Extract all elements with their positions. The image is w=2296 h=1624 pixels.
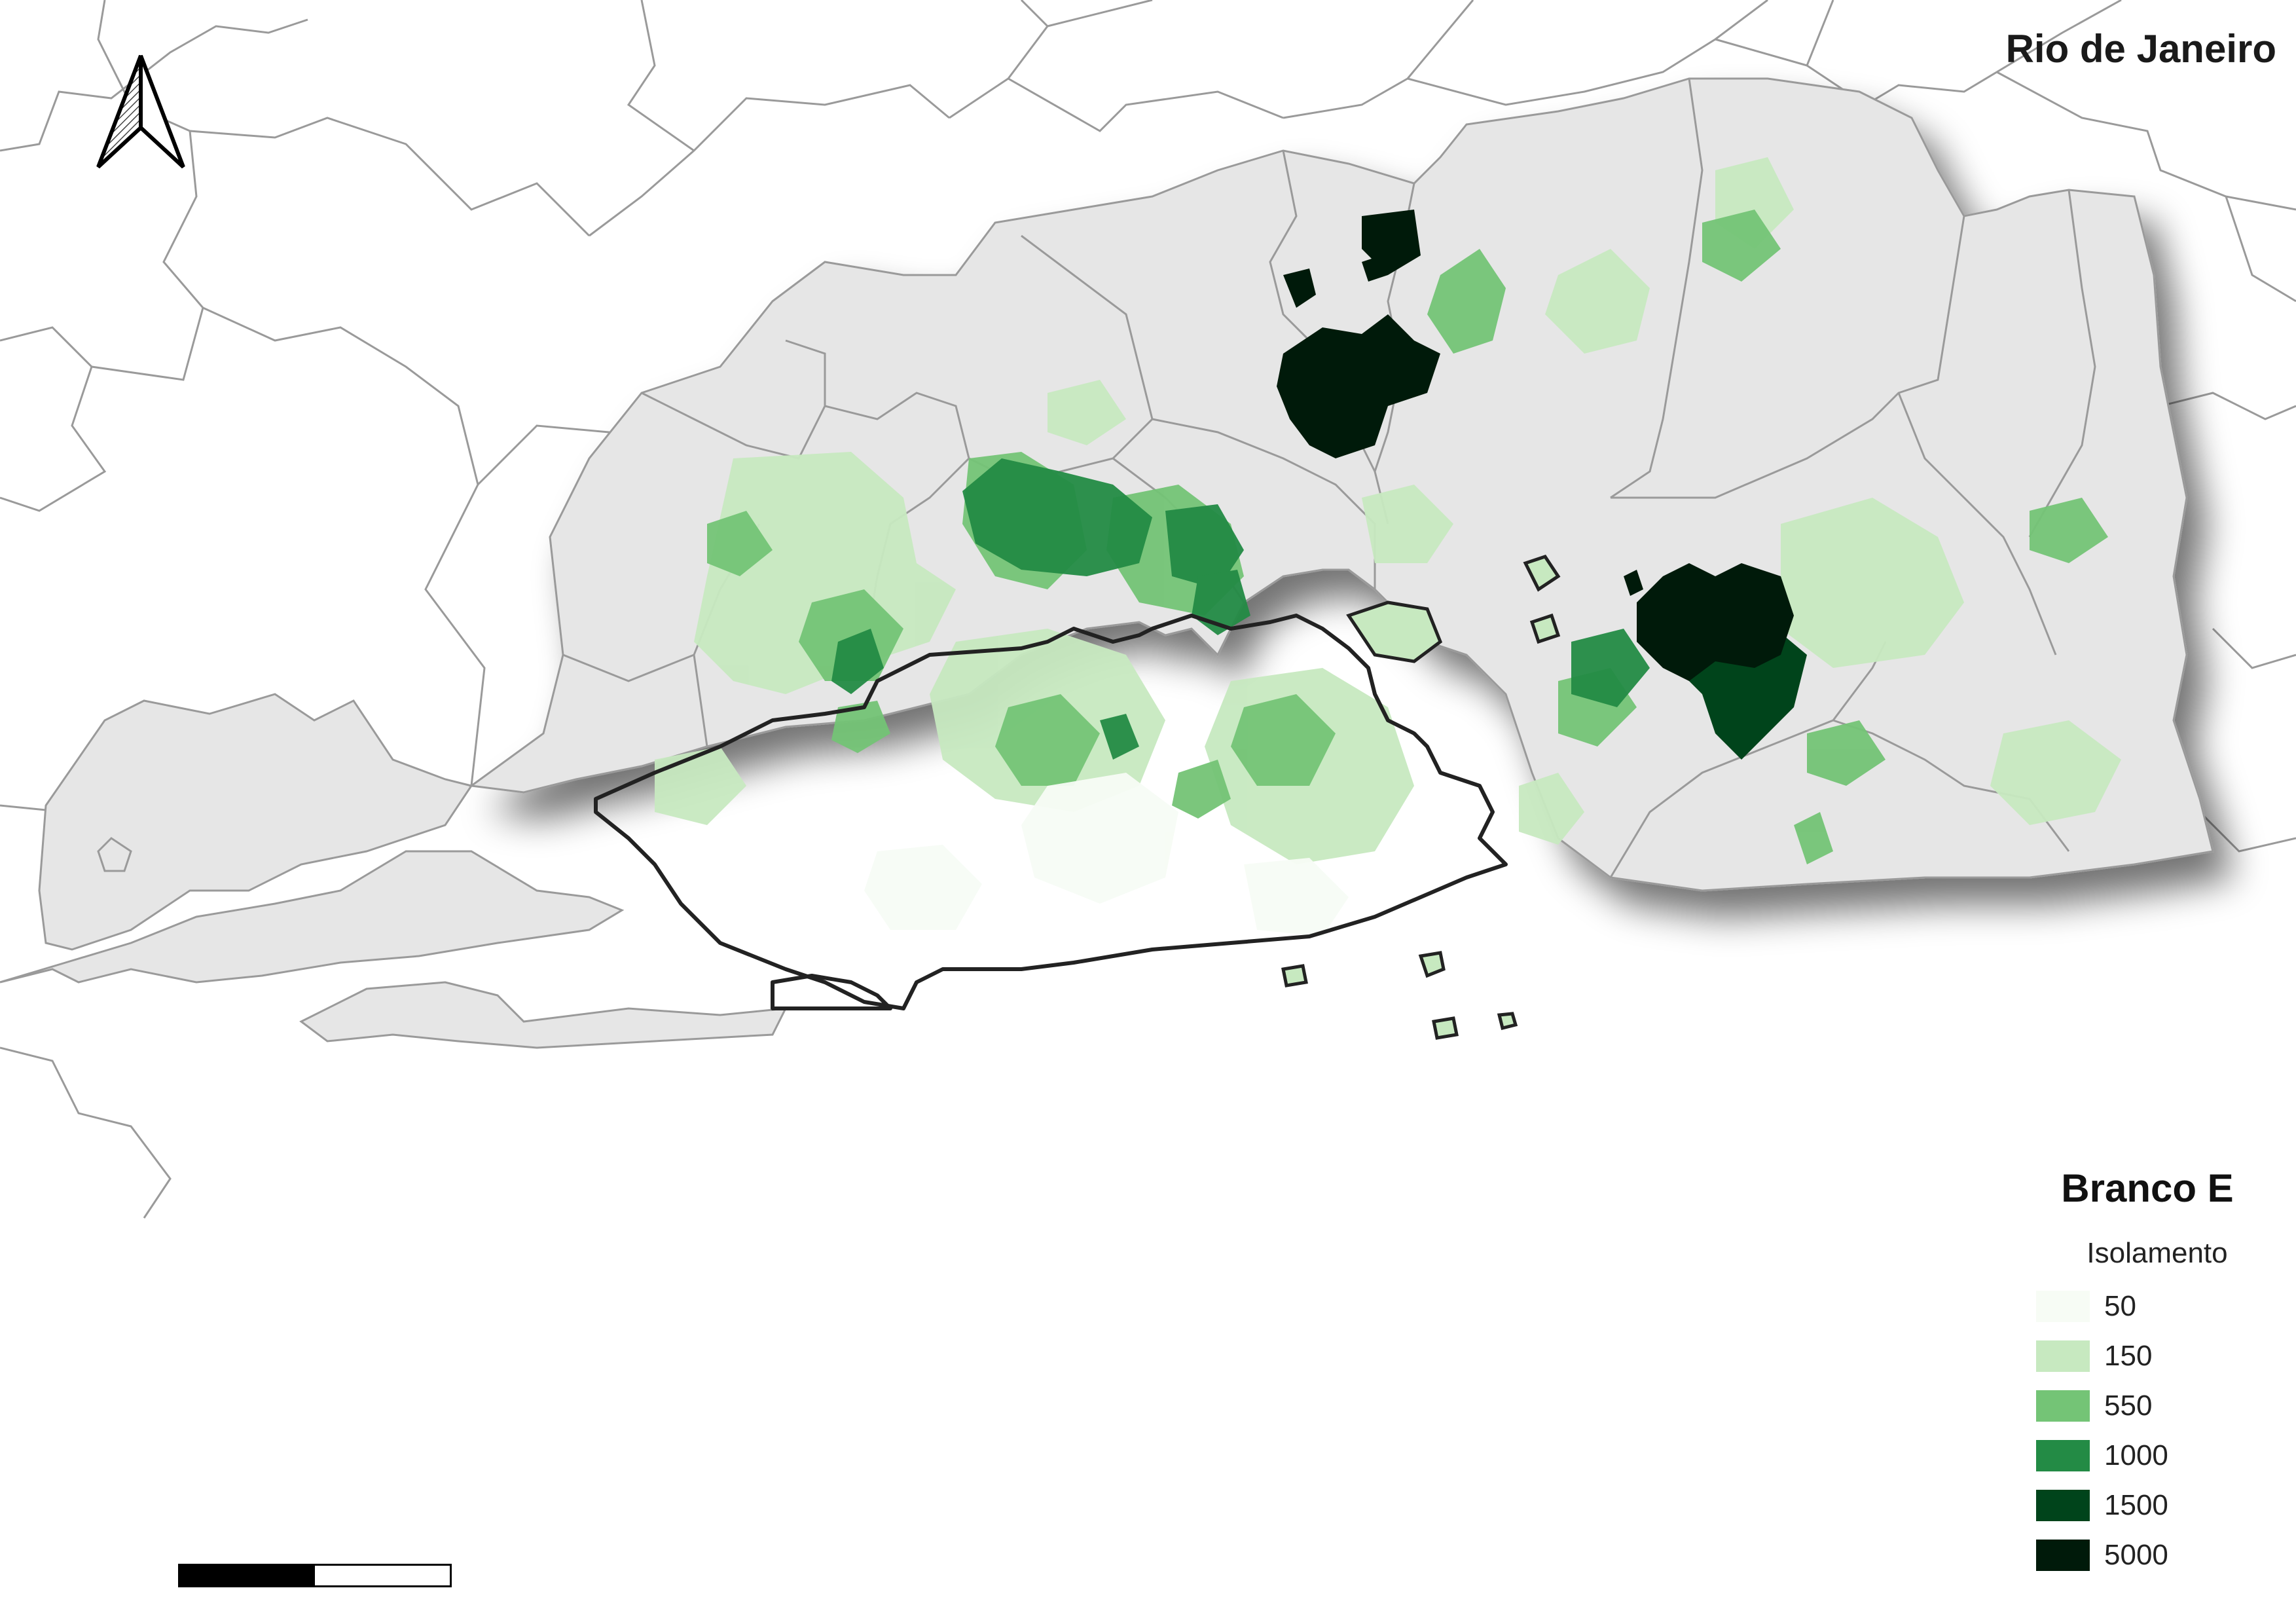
legend-label: 1000 xyxy=(2104,1439,2168,1471)
legend-title: Branco E xyxy=(2061,1166,2234,1210)
legend-item: 1500 xyxy=(2016,1481,2278,1530)
legend-swatch xyxy=(2036,1540,2090,1571)
scale-bar-black xyxy=(180,1566,315,1585)
bay-islands xyxy=(1281,555,1561,1040)
legend-subtitle: Isolamento xyxy=(2086,1237,2228,1269)
scale-bar xyxy=(178,1564,452,1587)
north-arrow-icon xyxy=(96,54,185,169)
legend-swatch xyxy=(2036,1440,2090,1471)
legend: Branco E Isolamento 50 150 550 1000 1500 5000 xyxy=(2016,1166,2278,1580)
legend-item: 150 xyxy=(2016,1331,2278,1381)
legend-item: 1000 xyxy=(2016,1431,2278,1481)
legend-item: 50 xyxy=(2016,1282,2278,1331)
isolation-class-5000 xyxy=(1277,210,1794,681)
western-coast-land xyxy=(0,693,788,1049)
outer-municipal-borders xyxy=(0,0,2296,1219)
legend-label: 1500 xyxy=(2104,1489,2168,1521)
legend-item: 550 xyxy=(2016,1381,2278,1431)
legend-label: 5000 xyxy=(2104,1539,2168,1571)
isolation-class-50 xyxy=(864,773,1349,936)
legend-label: 550 xyxy=(2104,1390,2153,1422)
legend-swatch xyxy=(2036,1340,2090,1372)
legend-swatch xyxy=(2036,1390,2090,1422)
map-title: Rio de Janeiro xyxy=(2005,27,2276,71)
scale-bar-white xyxy=(315,1566,450,1585)
legend-label: 150 xyxy=(2104,1340,2153,1372)
rio-city-outline xyxy=(594,614,1508,1010)
legend-item: 5000 xyxy=(2016,1530,2278,1580)
legend-swatch xyxy=(2036,1490,2090,1521)
legend-swatch xyxy=(2036,1291,2090,1322)
legend-label: 50 xyxy=(2104,1290,2136,1322)
legend-items: 50 150 550 1000 1500 5000 xyxy=(2016,1282,2278,1580)
